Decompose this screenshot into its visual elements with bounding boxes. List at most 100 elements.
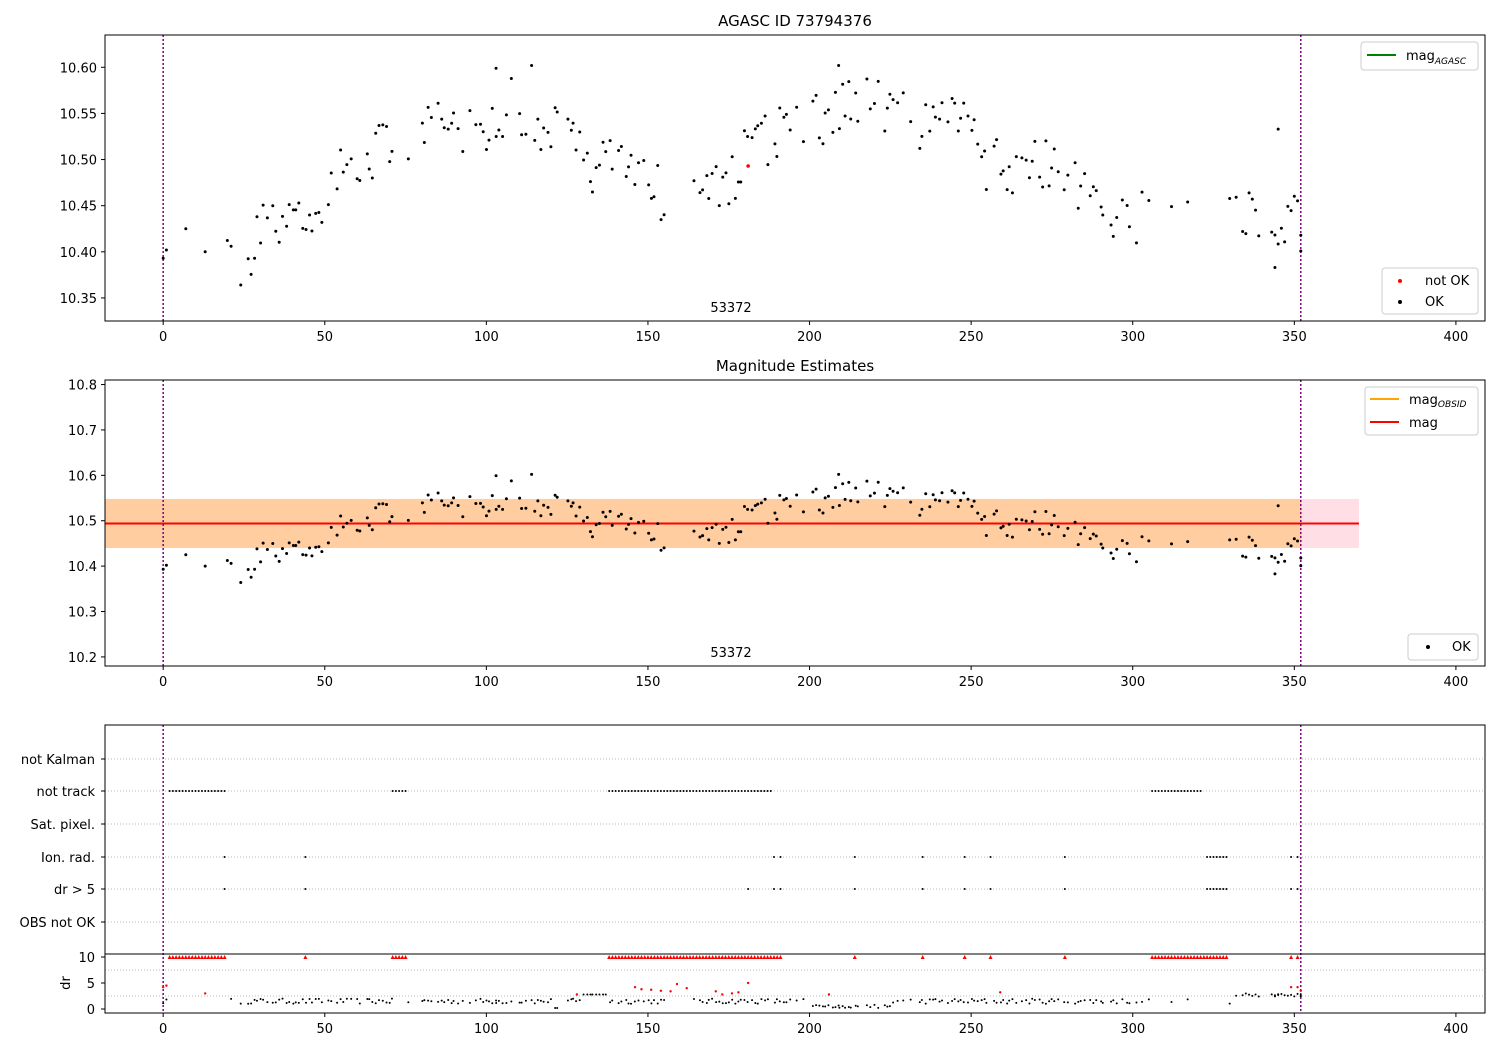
ok-point xyxy=(817,508,821,512)
flag-point xyxy=(663,790,666,792)
flag-point xyxy=(659,790,662,792)
dr-point xyxy=(1074,1002,1077,1005)
dr-clipped-marker xyxy=(636,955,641,959)
ok-point xyxy=(1099,542,1103,546)
ok-point xyxy=(504,497,508,501)
ok-point xyxy=(1273,265,1277,269)
dr-point xyxy=(940,999,943,1002)
flag-point xyxy=(194,790,197,792)
ok-point xyxy=(617,149,621,153)
dr-point xyxy=(586,993,589,996)
dr-point xyxy=(698,999,701,1002)
dr-point xyxy=(928,998,931,1001)
ok-point xyxy=(555,495,559,499)
ok-point xyxy=(865,479,869,483)
legend-mag-label: mag xyxy=(1409,416,1438,431)
dr-point xyxy=(427,999,430,1002)
dr-point xyxy=(447,999,450,1002)
flag-point xyxy=(184,790,187,792)
ok-point xyxy=(1094,534,1098,538)
flag-point xyxy=(1196,790,1199,792)
flag-point xyxy=(1212,888,1215,890)
ok-point xyxy=(358,178,362,182)
dr-clipped-marker xyxy=(610,955,615,959)
y-tick-label: 10.60 xyxy=(60,61,97,76)
ok-point xyxy=(265,547,269,551)
flag-point xyxy=(740,790,743,792)
ok-point xyxy=(281,547,285,551)
dr-point xyxy=(330,1000,333,1003)
ok-point xyxy=(164,248,168,252)
dr-point xyxy=(609,1001,612,1004)
flag-point xyxy=(1063,888,1066,890)
dr-clipped-marker xyxy=(1205,955,1210,959)
ok-point xyxy=(578,130,582,134)
ok-point xyxy=(277,559,281,563)
flag-point xyxy=(1215,856,1218,858)
ok-point xyxy=(826,108,830,112)
flag-point xyxy=(640,790,643,792)
magnitude-panel-annotation: 53372 xyxy=(710,646,751,661)
ok-point xyxy=(287,541,291,545)
flag-point xyxy=(853,888,856,890)
ok-point xyxy=(329,525,333,529)
flag-point xyxy=(1183,790,1186,792)
ok-point xyxy=(542,126,546,130)
dr-clipped-marker xyxy=(616,955,621,959)
flag-point xyxy=(853,856,856,858)
dr-point xyxy=(288,1001,291,1004)
x-tick-label: 400 xyxy=(1443,675,1468,690)
dr-clipped-marker xyxy=(768,955,773,959)
ok-point xyxy=(918,146,922,150)
ok-point xyxy=(345,521,349,525)
ok-point xyxy=(739,530,743,534)
dr-point xyxy=(1283,994,1286,997)
dr-point xyxy=(1235,994,1238,997)
dr-not-ok-point xyxy=(685,987,688,990)
ok-point xyxy=(265,216,269,220)
dr-point xyxy=(983,998,986,1001)
ok-point xyxy=(727,540,731,544)
dr-point xyxy=(1044,1002,1047,1005)
legend-not-ok-marker xyxy=(1398,279,1402,283)
dr-clipped-marker xyxy=(403,955,408,959)
ok-point xyxy=(271,204,275,208)
dr-clipped-marker xyxy=(687,955,692,959)
dr-clipped-marker xyxy=(700,955,705,959)
ok-point xyxy=(461,149,465,153)
dr-clipped-marker xyxy=(746,955,751,959)
ok-point xyxy=(896,491,900,495)
dr-point xyxy=(336,1001,339,1004)
flag-x-tick-label: 200 xyxy=(797,1022,822,1037)
ok-point xyxy=(652,195,656,199)
ok-point xyxy=(291,543,295,547)
dr-clipped-marker xyxy=(1172,955,1177,959)
dr-point xyxy=(1008,999,1011,1002)
ok-point xyxy=(956,505,960,509)
legend-mag-agasc-label: magAGASC xyxy=(1406,49,1467,67)
flag-point xyxy=(730,790,733,792)
ok-point xyxy=(385,502,389,506)
ok-point xyxy=(497,504,501,508)
dr-point xyxy=(957,1000,960,1003)
flag-point xyxy=(695,790,698,792)
ok-point xyxy=(1170,542,1174,546)
flag-point xyxy=(685,790,688,792)
x-tick-label: 250 xyxy=(959,675,984,690)
ok-point xyxy=(494,474,498,478)
ok-point xyxy=(946,120,950,124)
ok-point xyxy=(271,541,275,545)
ok-point xyxy=(872,491,876,495)
ok-point xyxy=(1083,172,1087,176)
flag-point xyxy=(989,856,992,858)
ok-point xyxy=(1047,184,1051,188)
ok-point xyxy=(950,96,954,100)
dr-point xyxy=(818,1004,821,1007)
dr-point xyxy=(865,1004,868,1007)
ok-point xyxy=(1286,542,1290,546)
magnitude-panel: Magnitude Estimates 0 50 100 150 200 250 300 35… xyxy=(68,357,1486,690)
dr-point xyxy=(556,1006,559,1009)
dr-point xyxy=(536,998,539,1001)
dr-tick-label: 5 xyxy=(87,977,95,992)
ok-point xyxy=(1250,197,1254,201)
